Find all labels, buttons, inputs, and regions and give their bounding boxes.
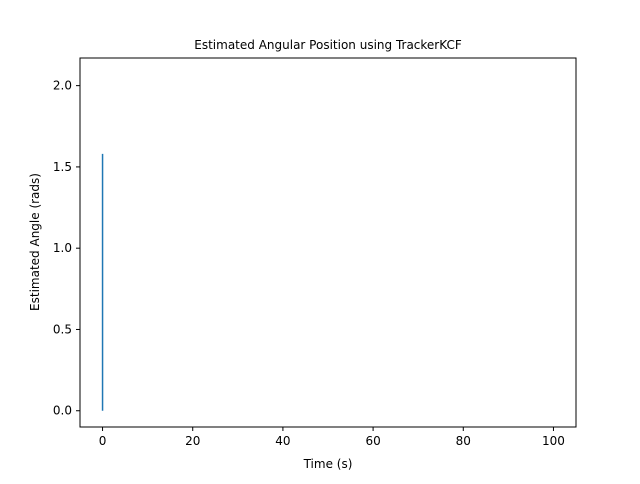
y-tick-label: 1.5 <box>53 160 72 174</box>
x-tick-label: 80 <box>456 434 471 448</box>
y-tick-label: 0.5 <box>53 322 72 336</box>
x-tick-label: 60 <box>365 434 380 448</box>
x-tick-label: 20 <box>185 434 200 448</box>
x-axis-label: Time (s) <box>303 457 353 471</box>
y-axis: 0.0 0.5 1.0 1.5 2.0 <box>53 79 80 418</box>
axes-frame <box>79 57 577 428</box>
y-tick-label: 1.0 <box>53 241 72 255</box>
x-axis: 0 20 40 60 80 100 <box>99 427 565 448</box>
x-tick-label: 0 <box>99 434 107 448</box>
y-tick-label: 0.0 <box>53 404 72 418</box>
chart-title: Estimated Angular Position using Tracker… <box>194 38 462 52</box>
x-tick-label: 40 <box>275 434 290 448</box>
x-tick-label: 100 <box>542 434 565 448</box>
y-tick-label: 2.0 <box>53 79 72 93</box>
y-axis-label: Estimated Angle (rads) <box>28 173 42 311</box>
